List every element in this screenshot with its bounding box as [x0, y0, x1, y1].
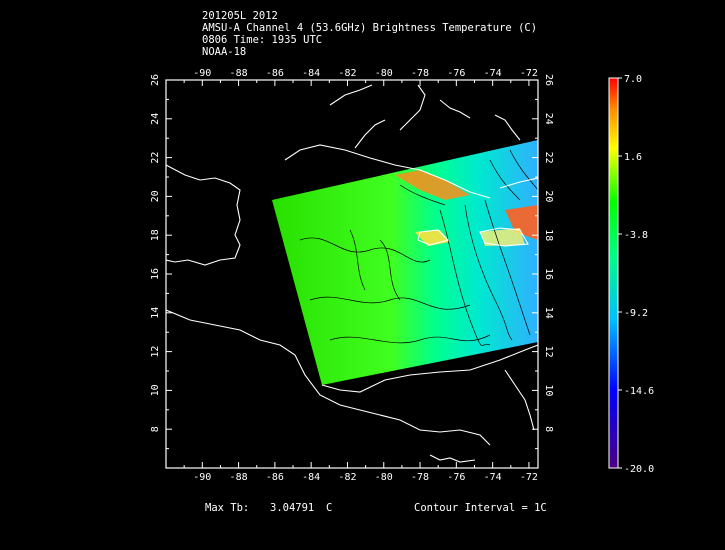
max-tb-unit: C [326, 502, 333, 514]
lon-label-bottom: -86 [266, 472, 284, 483]
lon-label-bottom: -74 [484, 472, 502, 483]
lat-label-right: 10 [543, 384, 554, 396]
lat-label-right: 24 [543, 113, 554, 125]
lat-label-left: 24 [150, 113, 161, 125]
lon-label-top: -80 [375, 68, 393, 79]
lat-label-left: 12 [150, 346, 161, 358]
lon-label-top: -84 [302, 68, 320, 79]
lat-label-left: 26 [150, 74, 161, 86]
title-line-2: AMSU-A Channel 4 (53.6GHz) Brightness Te… [202, 22, 538, 34]
lon-label-top: -76 [447, 68, 465, 79]
lat-label-right: 12 [543, 346, 554, 358]
lat-label-right: 8 [543, 426, 554, 432]
lat-label-left: 20 [150, 190, 161, 202]
colorbar-label: -9.2 [624, 308, 648, 319]
colorbar-label: 7.0 [624, 74, 642, 85]
colorbar-label: -20.0 [624, 464, 654, 475]
warm-anomaly-coast [480, 228, 525, 246]
max-tb-value: 3.04791 [270, 502, 315, 514]
lon-label-bottom: -84 [302, 472, 320, 483]
tick-labels: -90 -90 -88 -88 -86 -86 -84 -84 -82 -82 -80 -80 -78 -… [150, 68, 554, 483]
warm-anomaly-cuba [395, 170, 470, 200]
lon-label-bottom: -78 [411, 472, 429, 483]
lon-label-top: -86 [266, 68, 284, 79]
lon-label-top: -88 [230, 68, 248, 79]
title-line-1: 201205L 2012 [202, 10, 278, 22]
lon-label-bottom: -80 [375, 472, 393, 483]
lon-label-bottom: -82 [338, 472, 356, 483]
lon-label-bottom: -76 [447, 472, 465, 483]
lon-label-top: -90 [193, 68, 211, 79]
lat-label-left: 10 [150, 384, 161, 396]
lon-label-bottom: -90 [193, 472, 211, 483]
lat-label-right: 20 [543, 190, 554, 202]
colorbar-labels: 7.0 1.6 -3.8 -9.2 -14.6 -20.0 [618, 74, 654, 475]
lat-label-left: 16 [150, 268, 161, 280]
lon-label-top: -82 [338, 68, 356, 79]
lat-label-right: 14 [543, 307, 554, 319]
contour-interval: Contour Interval = 1C [414, 502, 547, 514]
lon-label-top: -74 [484, 68, 502, 79]
lat-label-left: 8 [150, 426, 161, 432]
lon-label-top: -78 [411, 68, 429, 79]
lat-label-right: 22 [543, 152, 554, 164]
colorbar-label: -3.8 [624, 230, 648, 241]
max-tb-label: Max Tb: [205, 502, 250, 514]
title-line-3: 0806 Time: 1935 UTC [202, 34, 323, 46]
colorbar-label: 1.6 [624, 152, 642, 163]
lat-label-left: 18 [150, 229, 161, 241]
coastlines [166, 84, 538, 463]
lat-label-left: 22 [150, 152, 161, 164]
title-line-4: NOAA-18 [202, 46, 247, 58]
colorbar [608, 77, 619, 469]
colorbar-label: -14.6 [624, 386, 654, 397]
lon-label-bottom: -88 [230, 472, 248, 483]
contour-lines [299, 149, 538, 347]
swath-group [272, 140, 538, 385]
lat-label-right: 18 [543, 229, 554, 241]
lon-label-top: -72 [520, 68, 538, 79]
lat-label-right: 26 [543, 74, 554, 86]
lat-label-right: 16 [543, 268, 554, 280]
warm-anomaly-hispaniola [505, 205, 538, 240]
tick-marks [165, 79, 538, 469]
lat-label-left: 14 [150, 307, 161, 319]
lon-label-bottom: -72 [520, 472, 538, 483]
